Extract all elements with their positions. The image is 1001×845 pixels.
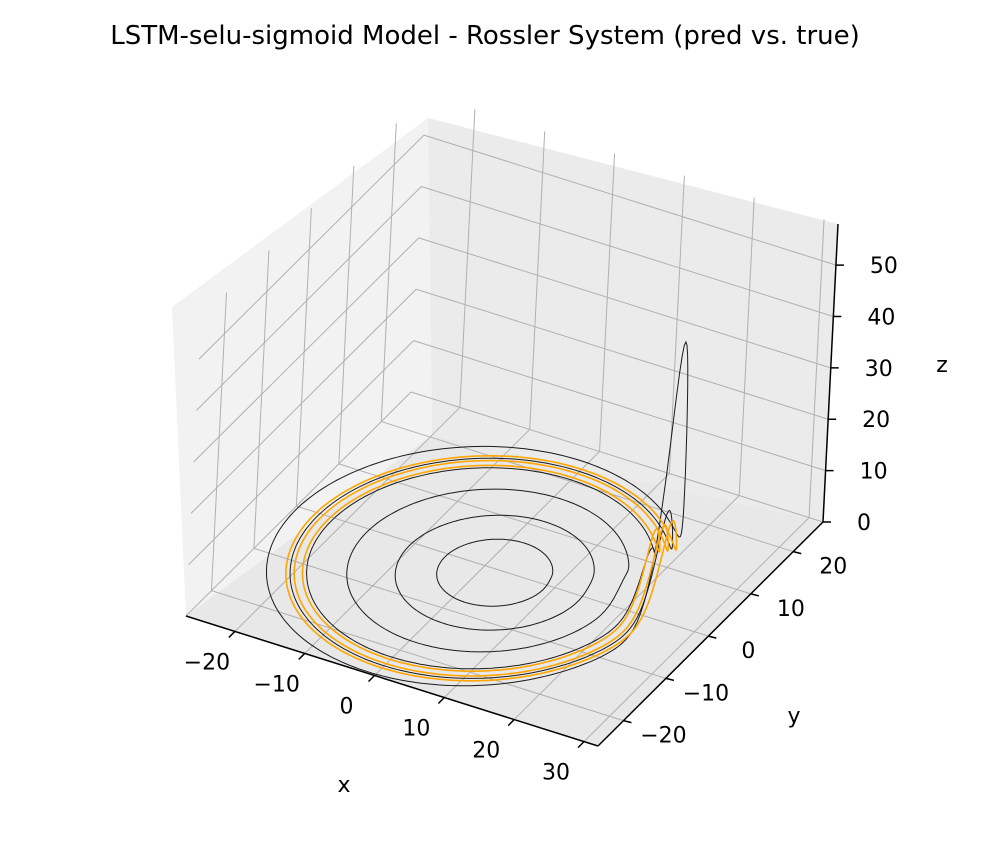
grid-line (599, 153, 616, 452)
true-trajectory-loop (266, 340, 689, 687)
grid-line (253, 250, 270, 549)
y-tick (750, 593, 760, 597)
x-tick-label: −10 (253, 672, 299, 697)
grid-line (380, 123, 397, 422)
plot-area-3d: −20 −10 0 10 20 30 −20 −10 0 10 20 0 10 20 30 40 50 (172, 109, 898, 786)
grid-line (304, 429, 531, 654)
chart-title: LSTM-selu-sigmoid Model - Rossler System… (110, 21, 860, 51)
grid-line (513, 495, 740, 720)
z-tick-label: 20 (862, 408, 890, 433)
grid-line (413, 340, 826, 472)
x-tick-label: 20 (472, 739, 500, 764)
x-tick-label: 30 (542, 761, 570, 786)
grid-line (188, 340, 414, 565)
grid-line (195, 186, 422, 411)
z-tick-label: 30 (865, 357, 893, 382)
pred-trajectory-loop (285, 455, 678, 682)
true-trajectory-loop (436, 538, 554, 607)
true-trajectory-loop (289, 457, 674, 679)
back-pane-left (172, 118, 432, 616)
grid-line (210, 292, 227, 591)
y-tick-label: −20 (640, 724, 686, 749)
grid-line (253, 547, 667, 679)
y-axis-line (597, 521, 824, 747)
grid-line (190, 288, 417, 514)
x-axis-line (185, 615, 599, 747)
y-tick (623, 719, 632, 724)
grid-line (338, 463, 751, 595)
true-trajectory-loop (394, 514, 595, 631)
axis-ticks: −20 −10 0 10 20 30 −20 −10 0 10 20 0 10 20 30 40 50 (184, 254, 898, 785)
grid-line (185, 391, 412, 617)
z-axis-label: z (936, 353, 948, 378)
x-tick (577, 741, 585, 749)
true-trajectory-loop (306, 467, 656, 670)
pred-trajectory-loop (301, 464, 661, 672)
grid-line (193, 237, 420, 463)
grid-line (459, 109, 476, 408)
x-tick-label: 10 (402, 717, 430, 742)
z-tick-label: 10 (860, 460, 888, 485)
grid-line (234, 407, 461, 632)
grid-line (295, 208, 312, 507)
grid-line (738, 197, 755, 496)
grid-line (198, 134, 425, 360)
predicted-trajectory (285, 455, 678, 682)
grid-line (410, 391, 824, 523)
x-tick-label: 0 (340, 694, 354, 719)
y-tick (793, 550, 802, 555)
grid-line (416, 288, 829, 420)
grid-line (374, 451, 600, 676)
grid-line (338, 165, 355, 464)
x-tick (437, 696, 445, 705)
true-trajectory (266, 340, 689, 687)
z-tick-label: 50 (870, 254, 898, 279)
grid-line (668, 175, 685, 474)
grid-lines (185, 109, 837, 742)
x-axis-label: x (337, 773, 350, 798)
grid-line (529, 131, 546, 430)
grid-line (808, 219, 825, 518)
y-tick-label: 10 (777, 597, 805, 622)
y-tick (708, 635, 717, 639)
x-tick (368, 674, 376, 683)
grid-line (421, 186, 834, 317)
grid-line (423, 134, 837, 266)
true-trajectory-loop (346, 488, 630, 653)
grid-line (381, 421, 794, 553)
y-tick-label: 0 (741, 639, 755, 664)
y-tick-label: 20 (819, 555, 847, 580)
grid-line (444, 473, 670, 698)
pred-trajectory-loop (293, 459, 669, 677)
grid-line (211, 590, 624, 722)
grid-line (418, 237, 831, 369)
x-tick (228, 630, 236, 638)
y-tick (665, 677, 675, 682)
z-tick-label: 40 (867, 305, 895, 330)
y-tick-label: −10 (683, 681, 729, 706)
x-tick (298, 652, 306, 660)
y-axis-label: y (787, 704, 800, 729)
z-axis-line (822, 223, 839, 523)
z-tick-label: 0 (857, 511, 871, 536)
x-tick (507, 719, 515, 727)
x-tick-label: −20 (184, 650, 230, 675)
grid-line (583, 517, 810, 742)
